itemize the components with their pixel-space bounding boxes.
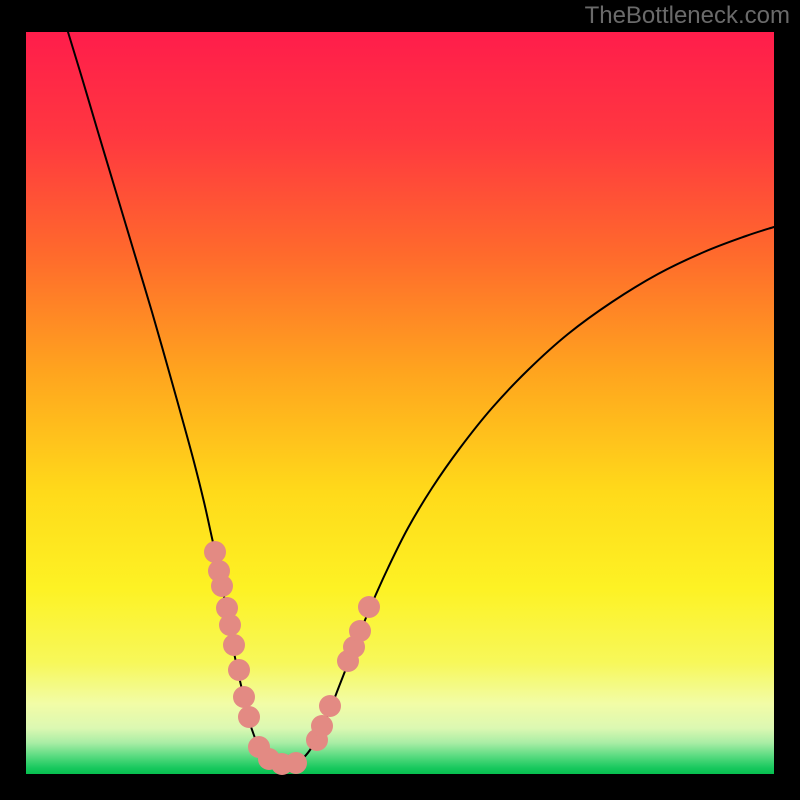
marker-dot	[285, 752, 307, 774]
marker-dot	[223, 634, 245, 656]
marker-dot	[219, 614, 241, 636]
marker-dot	[204, 541, 226, 563]
marker-dot	[238, 706, 260, 728]
data-markers	[204, 541, 380, 775]
marker-dot	[311, 715, 333, 737]
marker-dot	[358, 596, 380, 618]
marker-dot	[233, 686, 255, 708]
marker-dot	[211, 575, 233, 597]
curve-right-branch	[284, 227, 774, 766]
curve-left-branch	[68, 32, 284, 766]
marker-dot	[228, 659, 250, 681]
marker-dot	[319, 695, 341, 717]
plot-area	[26, 32, 774, 774]
marker-dot	[349, 620, 371, 642]
curve-layer	[26, 32, 774, 774]
bottleneck-curve	[68, 32, 774, 766]
chart-root: TheBottleneck.com	[0, 0, 800, 800]
